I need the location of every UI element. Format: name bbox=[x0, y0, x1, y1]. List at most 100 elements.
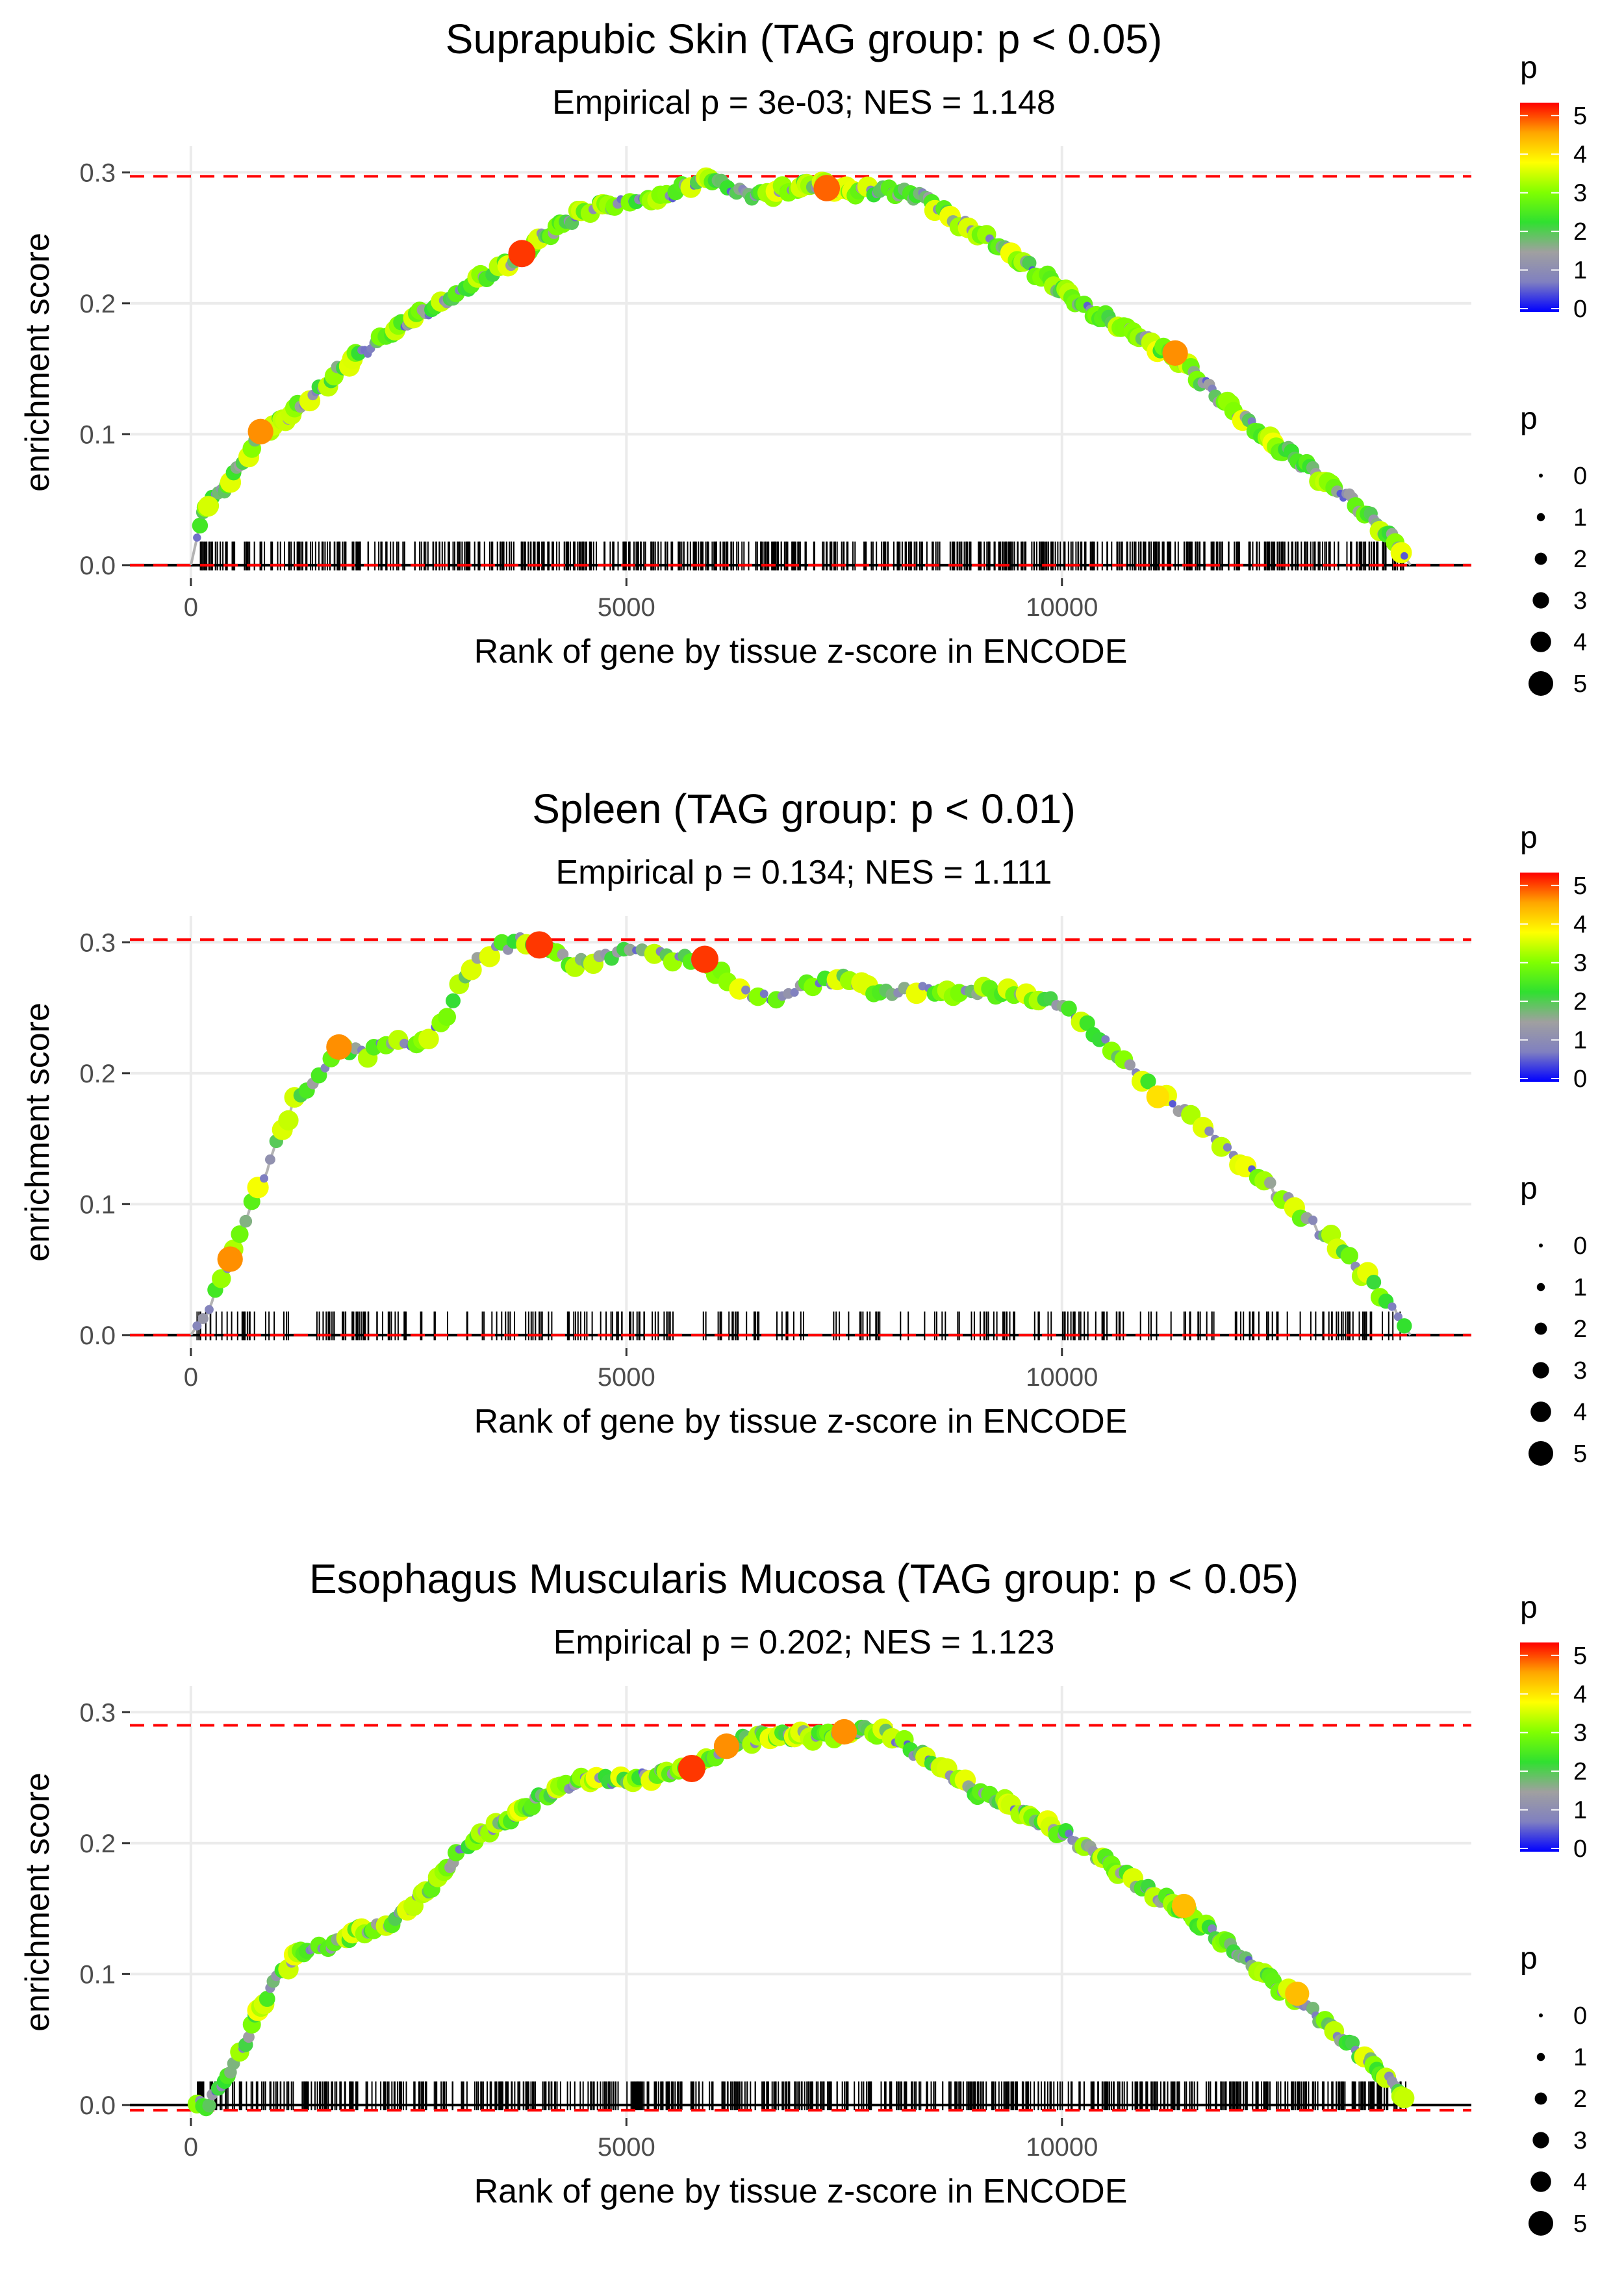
es-point bbox=[259, 1991, 275, 2007]
color-legend-title: p bbox=[1520, 51, 1538, 85]
color-bar-label: 2 bbox=[1573, 218, 1587, 246]
color-bar-label: 5 bbox=[1573, 873, 1587, 900]
chart-subtitle: Empirical p = 3e-03; NES = 1.148 bbox=[552, 84, 1056, 121]
legend: p 0 1 2 3 4 5 p 0 1 2 3 4 5 bbox=[1520, 51, 1587, 698]
size-legend-label: 1 bbox=[1573, 504, 1587, 531]
color-bar-label: 3 bbox=[1573, 950, 1587, 977]
es-point bbox=[197, 1313, 209, 1324]
es-point bbox=[1208, 1924, 1217, 1934]
chart-panel-1: Suprapubic Skin (TAG group: p < 0.05) Emp… bbox=[19, 16, 1587, 698]
x-tick-label: 10000 bbox=[1026, 1363, 1098, 1392]
es-point bbox=[741, 985, 750, 995]
chart-title: Esophagus Muscularis Mucosa (TAG group: … bbox=[309, 1555, 1299, 1602]
y-tick-label: 0.1 bbox=[79, 1190, 116, 1219]
es-point-highlight bbox=[1162, 340, 1188, 366]
chart-subtitle: Empirical p = 0.202; NES = 1.123 bbox=[553, 1624, 1055, 1661]
size-legend-dot bbox=[1539, 2013, 1543, 2017]
y-tick-label: 0.2 bbox=[79, 1830, 116, 1858]
es-point bbox=[418, 1028, 439, 1049]
x-tick-label: 10000 bbox=[1026, 593, 1098, 622]
es-point bbox=[1308, 1215, 1318, 1225]
es-point bbox=[212, 1269, 231, 1288]
color-bar-label: 1 bbox=[1573, 1027, 1587, 1054]
x-tick-label: 5000 bbox=[598, 593, 655, 622]
color-legend-title: p bbox=[1520, 821, 1538, 855]
es-point bbox=[1340, 1247, 1358, 1265]
chart-title: Spleen (TAG group: p < 0.01) bbox=[532, 786, 1076, 832]
es-point-highlight bbox=[831, 1718, 857, 1745]
es-point bbox=[239, 1214, 253, 1228]
x-axis-title: Rank of gene by tissue z-score in ENCODE bbox=[474, 2173, 1128, 2210]
x-tick-label: 0 bbox=[184, 1363, 198, 1392]
es-point-highlight bbox=[508, 240, 536, 268]
es-point bbox=[1140, 1073, 1156, 1090]
size-legend-label: 5 bbox=[1573, 1440, 1587, 1468]
x-axis-title: Rank of gene by tissue z-score in ENCODE bbox=[474, 633, 1128, 671]
es-point bbox=[205, 1305, 214, 1314]
y-tick-label: 0.0 bbox=[79, 2091, 116, 2120]
size-legend-dot bbox=[1530, 1401, 1551, 1422]
y-axis-title: enrichment score bbox=[19, 1003, 57, 1262]
es-point bbox=[243, 2031, 255, 2043]
es-point bbox=[624, 943, 636, 956]
x-tick-label: 5000 bbox=[598, 1363, 655, 1392]
size-legend-label: 3 bbox=[1573, 1357, 1587, 1385]
x-tick-label: 0 bbox=[184, 593, 198, 622]
size-legend-label: 1 bbox=[1573, 1274, 1587, 1301]
es-point bbox=[202, 2099, 216, 2113]
size-legend-label: 2 bbox=[1573, 1316, 1587, 1343]
color-bar-label: 5 bbox=[1573, 1642, 1587, 1670]
size-legend-label: 5 bbox=[1573, 2210, 1587, 2238]
size-legend-dot bbox=[1530, 2171, 1551, 2192]
y-tick-label: 0.1 bbox=[79, 1960, 116, 1989]
es-point-highlight bbox=[691, 945, 718, 973]
size-legend-label: 0 bbox=[1573, 2002, 1587, 2030]
chart-panel-2: Spleen (TAG group: p < 0.01) Empirical p … bbox=[19, 786, 1587, 1468]
y-tick-label: 0.3 bbox=[79, 159, 116, 187]
es-point bbox=[260, 1174, 268, 1183]
color-bar bbox=[1520, 1642, 1559, 1852]
size-legend-dot bbox=[1534, 1322, 1547, 1335]
es-point bbox=[1264, 1177, 1276, 1189]
es-point-highlight bbox=[247, 418, 273, 444]
es-point bbox=[192, 1321, 202, 1331]
size-legend-label: 2 bbox=[1573, 2086, 1587, 2113]
es-point-highlight bbox=[526, 931, 553, 959]
size-legend-title: p bbox=[1520, 402, 1538, 436]
y-tick-label: 0.3 bbox=[79, 928, 116, 957]
size-legend-label: 4 bbox=[1573, 629, 1587, 656]
color-bar-label: 0 bbox=[1573, 1066, 1587, 1093]
color-bar-label: 1 bbox=[1573, 1797, 1587, 1824]
es-point-highlight bbox=[326, 1034, 352, 1060]
es-point bbox=[1223, 1143, 1232, 1152]
es-point bbox=[1211, 1136, 1232, 1157]
size-legend-dot bbox=[1534, 2092, 1547, 2105]
gridlines bbox=[130, 1686, 1471, 2118]
es-point bbox=[1366, 1275, 1382, 1290]
size-legend-label: 4 bbox=[1573, 1399, 1587, 1426]
es-points bbox=[187, 1718, 1415, 2117]
color-bar-label: 3 bbox=[1573, 180, 1587, 207]
es-point bbox=[1101, 1035, 1110, 1044]
size-legend-label: 5 bbox=[1573, 671, 1587, 698]
es-point bbox=[446, 993, 461, 1008]
chart-panel-3: Esophagus Muscularis Mucosa (TAG group: … bbox=[19, 1555, 1587, 2238]
es-point bbox=[1397, 1318, 1412, 1334]
color-bar-label: 0 bbox=[1573, 1835, 1587, 1863]
size-legend-dot bbox=[1534, 552, 1547, 565]
color-legend-title: p bbox=[1520, 1591, 1538, 1625]
es-point bbox=[1388, 1302, 1397, 1311]
size-legend-dot bbox=[1539, 1244, 1543, 1247]
es-curve bbox=[190, 936, 1412, 1336]
es-point bbox=[265, 1154, 275, 1165]
size-legend-label: 4 bbox=[1573, 2169, 1587, 2196]
es-point bbox=[1181, 1105, 1201, 1125]
es-curve bbox=[190, 1725, 1412, 2110]
es-point bbox=[438, 1008, 456, 1027]
es-point-highlight bbox=[197, 496, 219, 517]
color-bar-label: 3 bbox=[1573, 1720, 1587, 1747]
es-point bbox=[278, 1110, 299, 1131]
es-point bbox=[1394, 2088, 1415, 2108]
size-legend-dot bbox=[1536, 513, 1545, 522]
